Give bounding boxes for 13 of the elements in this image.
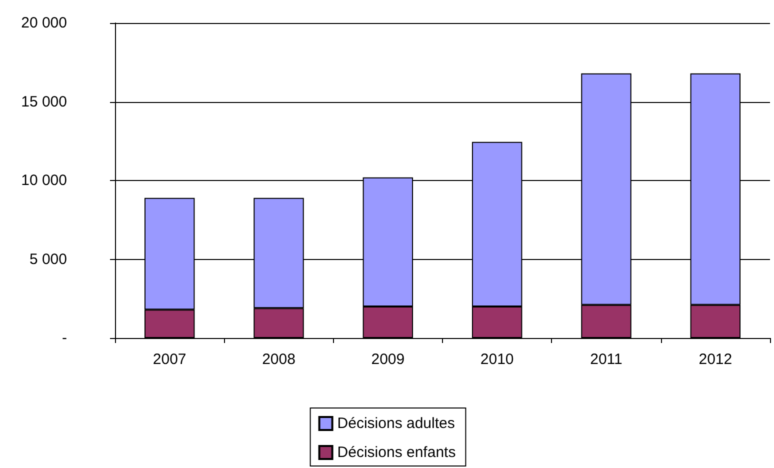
x-tick-label: 2007: [152, 351, 186, 368]
y-tick-label: 15 000: [21, 93, 67, 110]
y-tick-label: 5 000: [29, 250, 67, 268]
legend-label: Décisions enfants: [337, 444, 456, 461]
x-tick-label: 2008: [262, 351, 296, 368]
y-tick-label: -: [62, 330, 67, 346]
x-tick-label: 2009: [371, 351, 405, 368]
y-tick-label: 10 000: [21, 172, 67, 189]
x-tick-label: 2010: [480, 351, 514, 368]
x-tick-label: 2012: [698, 351, 732, 368]
x-tick-label: 2011: [590, 351, 622, 368]
legend-label: Décisions adultes: [337, 415, 455, 432]
y-tick-label: 20 000: [21, 14, 67, 32]
